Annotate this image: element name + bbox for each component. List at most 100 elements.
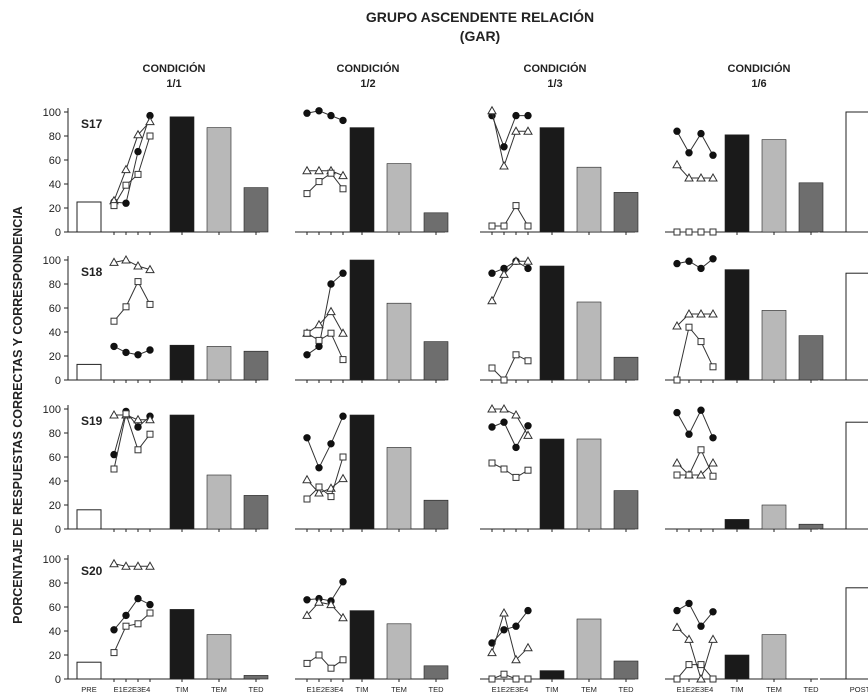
tim-bar: [349, 259, 375, 381]
triangle-point: [684, 308, 694, 318]
tim-bar: [169, 609, 195, 680]
x-tick-label: E1E2E3E4: [307, 685, 344, 694]
circle-point: [685, 430, 693, 438]
ted-bar: [798, 335, 824, 381]
y-tick-label: 0: [55, 375, 61, 387]
square-point: [685, 228, 693, 236]
triangle-series-line: [491, 260, 528, 302]
y-tick-label: 40: [49, 327, 61, 339]
tim-bar: [169, 414, 195, 530]
square-point: [697, 446, 705, 454]
square-point: [673, 675, 681, 683]
tem-bar: [206, 474, 232, 530]
triangle-point: [696, 172, 706, 182]
chart-subtitle: (GAR): [460, 28, 500, 44]
pre-bar: [76, 509, 102, 530]
square-point: [315, 178, 323, 186]
tem-bar: [761, 504, 787, 530]
ted-bar: [423, 212, 449, 233]
circle-point: [110, 342, 118, 351]
ted-bar: [613, 356, 639, 381]
circle-point: [122, 611, 130, 620]
x-tick-label: TEM: [766, 685, 782, 694]
square-point: [327, 169, 335, 177]
circle-series-line: [306, 581, 344, 602]
tem-bar: [761, 634, 787, 680]
circle-point: [524, 422, 532, 430]
y-tick-label: 80: [49, 578, 61, 590]
circle-series-line: [306, 110, 344, 121]
tim-bar: [349, 414, 375, 530]
circle-point: [303, 109, 311, 117]
triangle-point: [338, 473, 348, 483]
square-point: [697, 228, 705, 236]
circle-series-line: [306, 416, 344, 470]
circle-point: [500, 626, 508, 634]
square-series-line: [113, 135, 151, 206]
condition-ratio: 1/6: [751, 78, 766, 90]
y-tick-label: 0: [55, 674, 61, 686]
circle-point: [315, 342, 323, 351]
condition-header: CONDICIÓN: [728, 62, 791, 75]
triangle-point: [708, 634, 718, 643]
y-tick-label: 20: [49, 650, 61, 662]
ted-bar: [613, 660, 639, 680]
square-point: [146, 132, 154, 140]
triangle-point: [133, 129, 143, 139]
y-tick-label: 60: [49, 303, 61, 315]
y-tick-label: 100: [43, 255, 61, 267]
x-tick-label: E1E2E3E4: [492, 685, 529, 694]
triangle-series-line: [306, 478, 344, 494]
square-point: [709, 472, 717, 480]
square-series-line: [491, 354, 529, 381]
x-tick-label: E1E2E3E4: [114, 685, 151, 694]
condition-header: CONDICIÓN: [143, 62, 206, 75]
square-point: [134, 446, 142, 454]
square-series-line: [491, 673, 528, 680]
x-tick-label: TED: [249, 685, 265, 694]
y-tick-label: 40: [49, 626, 61, 638]
square-point: [697, 338, 705, 346]
square-point: [524, 675, 532, 683]
tem-bar: [386, 447, 412, 530]
triangle-point: [672, 159, 682, 169]
circle-point: [697, 264, 705, 273]
triangle-point: [684, 172, 694, 182]
circle-point: [697, 406, 705, 414]
circle-point: [709, 151, 717, 159]
x-tick-label: E1E2E3E4: [677, 685, 714, 694]
circle-point: [134, 594, 142, 603]
circle-point: [315, 107, 323, 115]
square-point: [339, 356, 347, 364]
triangle-series-line: [114, 414, 150, 421]
condition-header: CONDICIÓN: [524, 62, 587, 75]
square-series-line: [306, 172, 344, 194]
square-point: [327, 664, 335, 672]
y-tick-label: 60: [49, 452, 61, 464]
square-point: [122, 622, 130, 630]
square-point: [673, 376, 681, 384]
circle-series-line: [113, 115, 151, 204]
circle-point: [339, 578, 347, 586]
circle-series-line: [491, 260, 529, 274]
triangle-point: [511, 126, 521, 135]
tim-bar: [539, 670, 565, 680]
pre-bar: [76, 201, 102, 233]
x-tick-label: TIM: [731, 685, 744, 694]
circle-series-line: [113, 410, 151, 455]
square-series-line: [676, 326, 714, 381]
subject-label: S18: [81, 265, 103, 279]
square-series-line: [491, 462, 529, 478]
y-tick-label: 0: [55, 227, 61, 239]
triangle-point: [109, 558, 119, 568]
triangle-point: [145, 561, 155, 570]
condition-ratio: 1/3: [547, 78, 562, 90]
triangle-point: [499, 160, 509, 170]
square-point: [500, 376, 508, 384]
square-point: [512, 675, 520, 683]
x-tick-label: TEM: [391, 685, 407, 694]
square-point: [524, 357, 532, 365]
triangle-point: [523, 126, 533, 135]
square-series-line: [306, 654, 344, 669]
triangle-point: [511, 256, 521, 265]
